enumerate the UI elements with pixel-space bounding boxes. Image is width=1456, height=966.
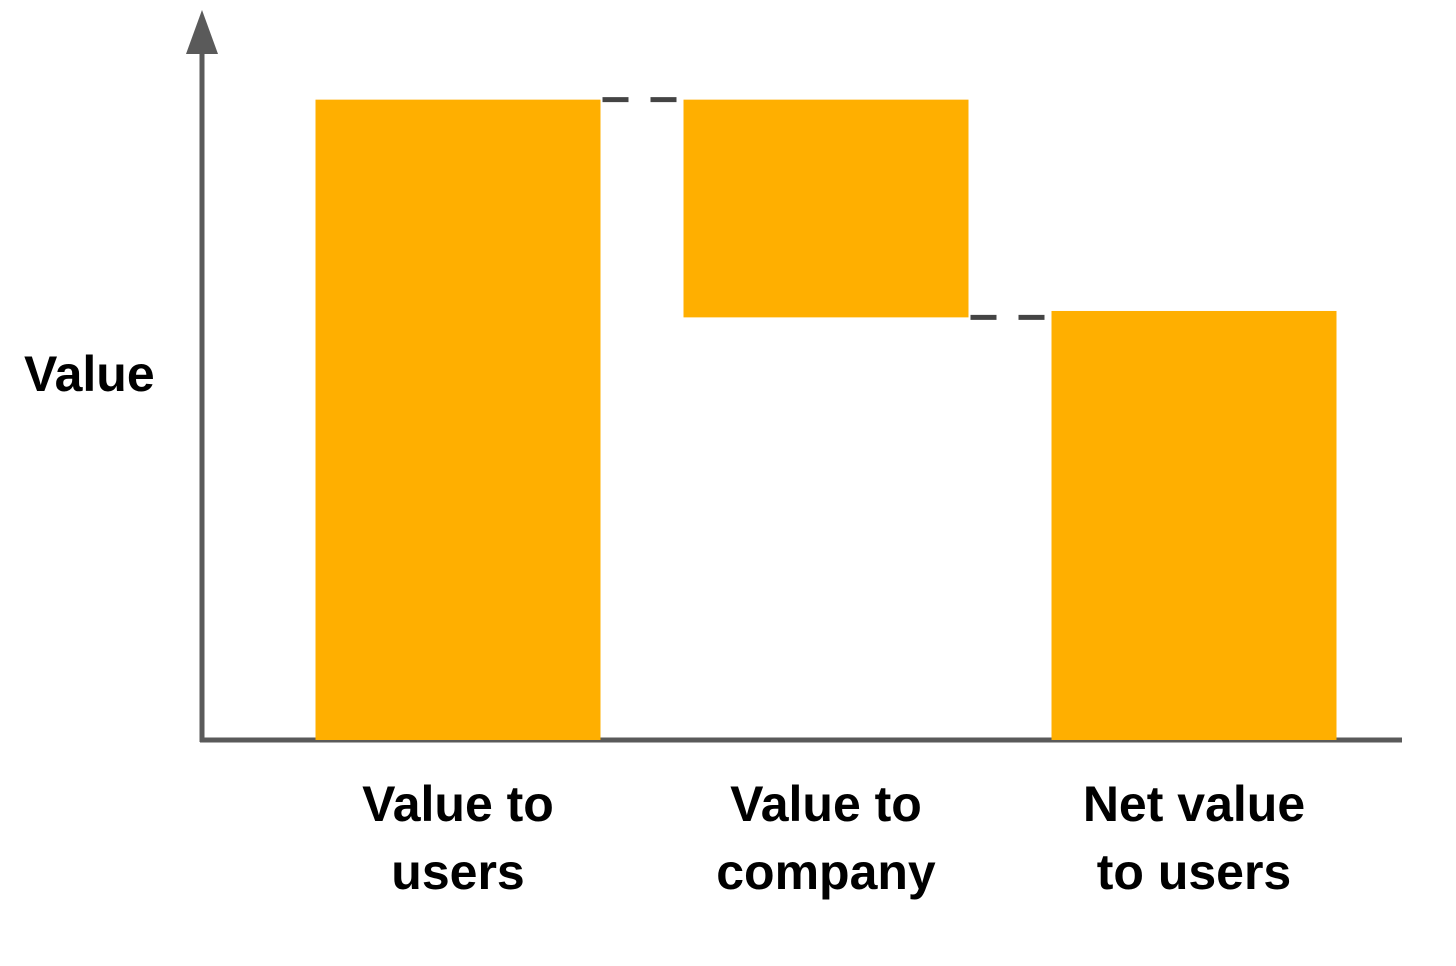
y-axis-label: Value <box>24 346 155 402</box>
y-axis-arrow <box>186 10 218 54</box>
x-tick-label: Value to company <box>716 776 936 900</box>
bar <box>315 99 601 741</box>
x-tick-label: Net value to users <box>1082 776 1306 900</box>
bar <box>1051 310 1337 740</box>
x-tick-label: Value to users <box>362 776 554 900</box>
bar <box>683 99 969 318</box>
